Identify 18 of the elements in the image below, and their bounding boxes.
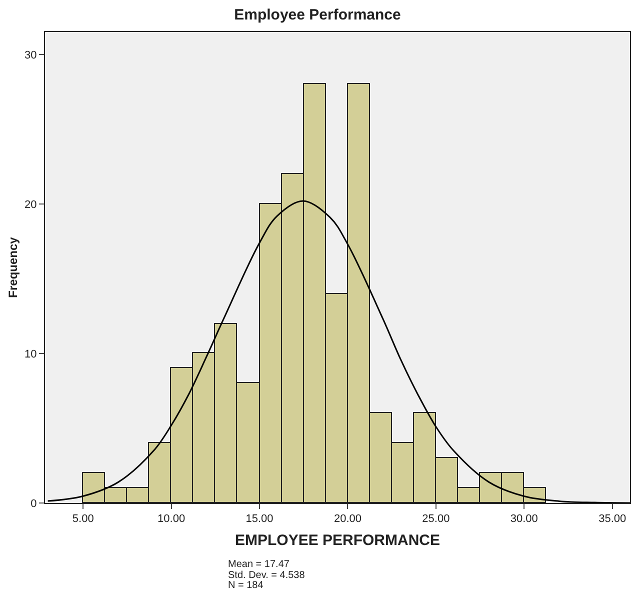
x-tick-label: 10.00 bbox=[158, 513, 186, 526]
text: Std. Dev. = 4.538 bbox=[228, 570, 306, 581]
x-tick-label: 25.00 bbox=[422, 513, 450, 526]
y-tick-label: 20 bbox=[24, 198, 37, 211]
text: Mean = 17.47 bbox=[228, 559, 290, 570]
x-tick-label: 15.00 bbox=[246, 513, 274, 526]
y-tick-label: 0 bbox=[30, 498, 37, 510]
y-tick-label: 10 bbox=[24, 348, 37, 360]
line-series bbox=[47, 200, 630, 503]
x-tick-label: 35.00 bbox=[598, 513, 626, 526]
text: N = 184 bbox=[228, 580, 264, 591]
x-tick-label: 30.00 bbox=[510, 513, 538, 526]
y-tick-label: 30 bbox=[24, 49, 37, 62]
x-tick-label: 5.00 bbox=[72, 513, 94, 526]
x-axis-title: EMPLOYEE PERFORMANCE bbox=[234, 532, 440, 550]
y-axis-title: Frequency bbox=[6, 236, 20, 298]
chart-title: Employee Performance bbox=[234, 6, 401, 24]
x-tick-label: 20.00 bbox=[334, 513, 362, 526]
